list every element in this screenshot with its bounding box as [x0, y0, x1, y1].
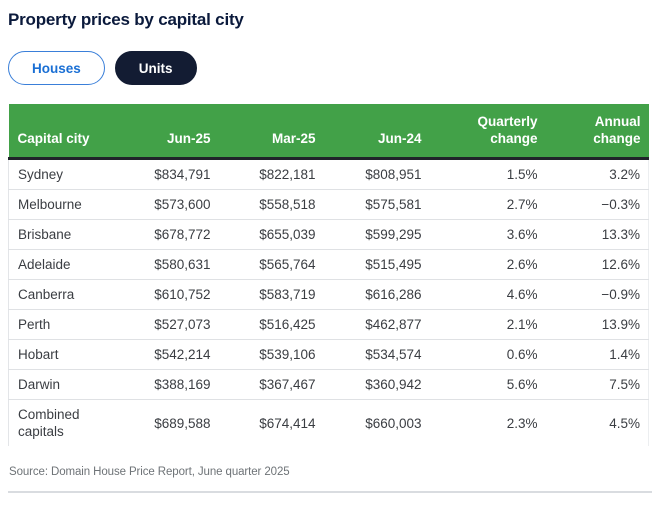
- table-row: Brisbane $678,772 $655,039 $599,295 3.6%…: [8, 219, 649, 250]
- cell-jun25: $689,588: [117, 399, 219, 446]
- cell-annual: 13.9%: [545, 309, 649, 340]
- tab-units[interactable]: Units: [114, 51, 197, 85]
- cell-quarterly: 2.1%: [429, 309, 546, 340]
- cell-quarterly: 0.6%: [429, 339, 546, 370]
- cell-jun25: $610,752: [117, 279, 219, 310]
- col-annual-change: Annual change: [545, 104, 649, 160]
- table-row: Adelaide $580,631 $565,764 $515,495 2.6%…: [8, 249, 649, 280]
- source-note: Source: Domain House Price Report, June …: [9, 466, 290, 478]
- cell-city: Brisbane: [8, 219, 118, 250]
- cell-mar25: $565,764: [218, 249, 324, 280]
- cell-jun25: $678,772: [117, 219, 219, 250]
- cell-city: Combined capitals: [8, 399, 118, 446]
- table-row: Hobart $542,214 $539,106 $534,574 0.6% 1…: [8, 339, 649, 370]
- header-row: Capital city Jun-25 Mar-25 Jun-24 Quarte…: [8, 104, 649, 160]
- cell-city: Melbourne: [8, 189, 118, 220]
- col-mar-25: Mar-25: [218, 104, 324, 160]
- cell-jun25: $580,631: [117, 249, 219, 280]
- cell-jun24: $575,581: [323, 189, 430, 220]
- cell-mar25: $539,106: [218, 339, 324, 370]
- cell-city: Perth: [8, 309, 118, 340]
- series-toggle: Houses Units: [8, 51, 652, 85]
- col-jun-25: Jun-25: [117, 104, 219, 160]
- table-row: Sydney $834,791 $822,181 $808,951 1.5% 3…: [8, 158, 649, 190]
- table-row: Perth $527,073 $516,425 $462,877 2.1% 13…: [8, 309, 649, 340]
- cell-mar25: $558,518: [218, 189, 324, 220]
- cell-jun25: $527,073: [117, 309, 219, 340]
- col-jun-24: Jun-24: [323, 104, 430, 160]
- cell-quarterly: 1.5%: [429, 158, 546, 190]
- cell-jun24: $462,877: [323, 309, 430, 340]
- cell-jun24: $660,003: [323, 399, 430, 446]
- cell-mar25: $655,039: [218, 219, 324, 250]
- col-capital-city: Capital city: [8, 104, 118, 160]
- cell-quarterly: 5.6%: [429, 369, 546, 400]
- table-header: Capital city Jun-25 Mar-25 Jun-24 Quarte…: [8, 104, 649, 160]
- table-row: Combined capitals $689,588 $674,414 $660…: [8, 399, 649, 446]
- cell-annual: −0.3%: [545, 189, 649, 220]
- table-row: Melbourne $573,600 $558,518 $575,581 2.7…: [8, 189, 649, 220]
- cell-jun24: $616,286: [323, 279, 430, 310]
- cell-city: Darwin: [8, 369, 118, 400]
- cell-annual: 13.3%: [545, 219, 649, 250]
- cell-annual: 3.2%: [545, 158, 649, 190]
- cell-quarterly: 3.6%: [429, 219, 546, 250]
- cell-annual: 1.4%: [545, 339, 649, 370]
- cell-mar25: $822,181: [218, 158, 324, 190]
- col-quarterly-change: Quarterly change: [429, 104, 546, 160]
- cell-jun25: $388,169: [117, 369, 219, 400]
- table-row: Canberra $610,752 $583,719 $616,286 4.6%…: [8, 279, 649, 310]
- cell-jun24: $808,951: [323, 158, 430, 190]
- cell-mar25: $516,425: [218, 309, 324, 340]
- page-title: Property prices by capital city: [8, 10, 244, 29]
- cell-quarterly: 2.3%: [429, 399, 546, 446]
- cell-jun24: $515,495: [323, 249, 430, 280]
- cell-jun24: $599,295: [323, 219, 430, 250]
- table-body: Sydney $834,791 $822,181 $808,951 1.5% 3…: [8, 158, 649, 446]
- cell-quarterly: 4.6%: [429, 279, 546, 310]
- cell-annual: 12.6%: [545, 249, 649, 280]
- cell-annual: 7.5%: [545, 369, 649, 400]
- page: Property prices by capital city Houses U…: [8, 10, 652, 493]
- table-row: Darwin $388,169 $367,467 $360,942 5.6% 7…: [8, 369, 649, 400]
- cell-jun25: $573,600: [117, 189, 219, 220]
- cell-quarterly: 2.6%: [429, 249, 546, 280]
- cell-city: Canberra: [8, 279, 118, 310]
- cell-city: Hobart: [8, 339, 118, 370]
- cell-city: Sydney: [8, 158, 118, 190]
- cell-mar25: $583,719: [218, 279, 324, 310]
- cell-mar25: $367,467: [218, 369, 324, 400]
- cell-quarterly: 2.7%: [429, 189, 546, 220]
- tab-houses[interactable]: Houses: [8, 51, 105, 85]
- cell-jun25: $834,791: [117, 158, 219, 190]
- cell-jun24: $360,942: [323, 369, 430, 400]
- cell-jun25: $542,214: [117, 339, 219, 370]
- property-prices-table: Capital city Jun-25 Mar-25 Jun-24 Quarte…: [8, 104, 649, 446]
- cell-jun24: $534,574: [323, 339, 430, 370]
- cell-annual: −0.9%: [545, 279, 649, 310]
- cell-annual: 4.5%: [545, 399, 649, 446]
- bottom-divider: [8, 491, 652, 493]
- cell-mar25: $674,414: [218, 399, 324, 446]
- cell-city: Adelaide: [8, 249, 118, 280]
